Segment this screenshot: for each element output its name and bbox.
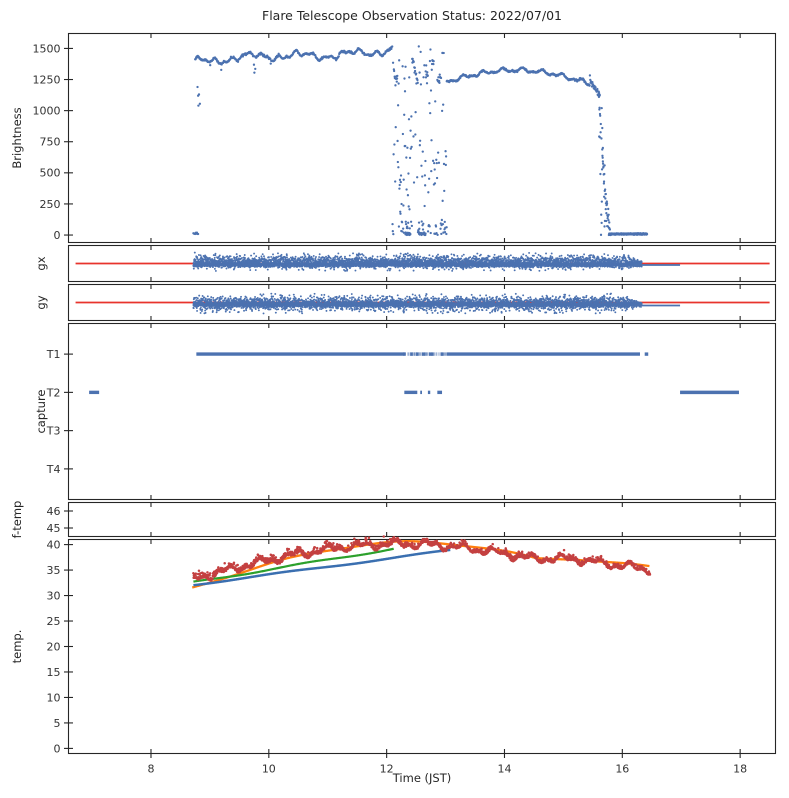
x-tick-label: 18	[733, 763, 747, 776]
brightness-y-tick-label: 1250	[33, 73, 61, 86]
capture-y-tick-label: T1	[46, 348, 61, 361]
brightness-y-tick-label: 1500	[33, 42, 61, 55]
temp-y-tick-label: 20	[47, 640, 61, 653]
x-tick-label: 10	[262, 763, 276, 776]
gx-series	[75, 251, 770, 272]
capture-series: T1 T2 T3 T4 capture	[34, 348, 739, 476]
temp-sensor-3-line	[193, 547, 394, 583]
gy-axis-label: gy	[34, 295, 48, 309]
x-tick-marks: 8 10 12 14 16 18	[147, 33, 747, 776]
brightness-series	[192, 45, 649, 237]
temp-series	[191, 535, 652, 589]
gx-axis-label: gx	[34, 256, 48, 270]
capture-y-tick-label: T2	[46, 386, 61, 399]
temp-y-axis: 0 5 10 15 20 25 30 35 40 temp.	[10, 538, 73, 755]
capture-y-tick-label: T4	[46, 463, 61, 476]
ftemp-y-tick-label: 45	[47, 522, 61, 535]
capture-y-tick-label: T3	[46, 425, 61, 438]
temp-y-tick-label: 0	[54, 742, 61, 755]
gy-series	[75, 292, 770, 315]
brightness-y-axis: 0 250 500 750 1000 1250 1500 Brightness	[10, 42, 73, 242]
brightness-y-tick-label: 1000	[33, 105, 61, 118]
temp-y-tick-label: 40	[47, 538, 61, 551]
x-tick-label: 12	[380, 763, 394, 776]
brightness-y-tick-label: 250	[40, 198, 61, 211]
temp-y-tick-label: 25	[47, 615, 61, 628]
x-tick-label: 8	[147, 763, 154, 776]
capture-axis-label: capture	[34, 389, 48, 433]
temp-sensor-1-line	[193, 548, 451, 587]
x-axis-label: Time (JST)	[392, 771, 452, 785]
temp-axis-label: temp.	[10, 630, 24, 664]
x-tick-label: 14	[497, 763, 511, 776]
temp-y-tick-label: 35	[47, 564, 61, 577]
temp-y-tick-label: 5	[54, 717, 61, 730]
temp-y-tick-label: 10	[47, 691, 61, 704]
brightness-y-tick-label: 0	[54, 229, 61, 242]
temp-y-tick-label: 15	[47, 666, 61, 679]
ftemp-y-tick-label: 46	[47, 505, 61, 518]
temp-y-tick-label: 30	[47, 589, 61, 602]
brightness-axis-label: Brightness	[10, 107, 24, 168]
brightness-y-tick-label: 750	[40, 136, 61, 149]
chart-title: Flare Telescope Observation Status: 2022…	[262, 8, 562, 23]
ftemp-axis-label: f-temp	[10, 501, 24, 539]
x-tick-label: 16	[615, 763, 629, 776]
panel-frames	[67, 32, 777, 755]
ftemp-y-axis: 45 46 f-temp	[10, 501, 73, 539]
brightness-y-tick-label: 500	[40, 167, 61, 180]
